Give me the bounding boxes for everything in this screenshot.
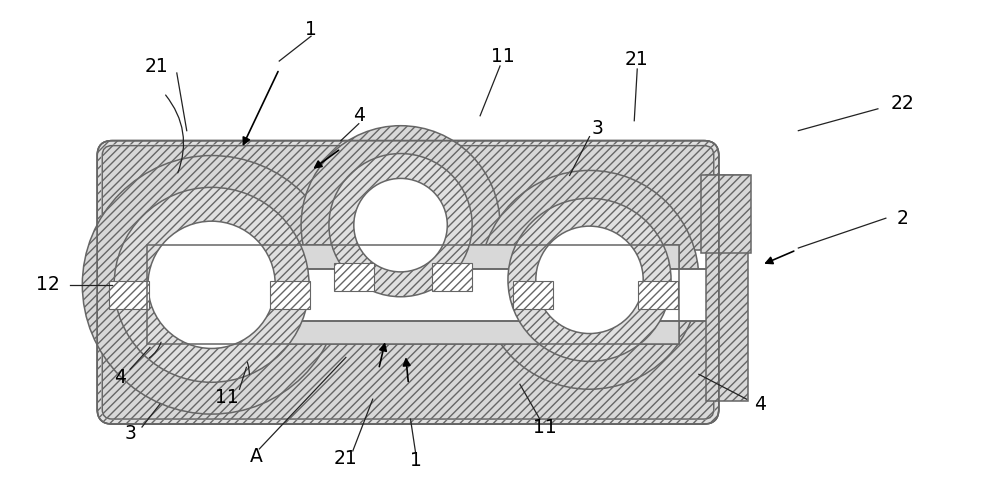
Circle shape	[536, 226, 643, 333]
FancyBboxPatch shape	[102, 319, 714, 419]
Bar	[236, 245, 590, 345]
Text: 1: 1	[305, 20, 317, 39]
FancyBboxPatch shape	[101, 144, 715, 420]
Bar	[513, 281, 553, 309]
Text: 22: 22	[891, 95, 915, 113]
Circle shape	[114, 187, 309, 382]
Bar	[109, 281, 149, 309]
Text: 21: 21	[334, 449, 358, 468]
Circle shape	[301, 126, 500, 324]
Bar	[638, 281, 678, 309]
Text: 12: 12	[36, 275, 59, 294]
Text: 4: 4	[353, 106, 365, 125]
Text: 11: 11	[215, 388, 238, 407]
Text: 1: 1	[410, 451, 421, 470]
Bar	[334, 263, 374, 291]
Text: A: A	[250, 447, 263, 466]
Bar	[147, 245, 679, 345]
Circle shape	[508, 198, 671, 361]
Bar	[624, 245, 679, 345]
Text: 21: 21	[145, 56, 169, 75]
Circle shape	[82, 155, 341, 414]
Bar	[147, 245, 202, 345]
Bar	[701, 176, 751, 253]
Text: 11: 11	[491, 47, 515, 65]
Text: 11: 11	[533, 417, 557, 437]
Bar	[706, 176, 748, 401]
Text: 3: 3	[124, 425, 136, 444]
Bar	[122, 269, 739, 320]
Circle shape	[148, 221, 275, 349]
Text: 4: 4	[755, 395, 767, 413]
Bar	[147, 245, 679, 345]
Circle shape	[480, 171, 699, 389]
Text: 21: 21	[624, 50, 648, 68]
Circle shape	[329, 153, 472, 297]
FancyBboxPatch shape	[102, 145, 714, 250]
Bar	[432, 263, 472, 291]
Text: 4: 4	[114, 368, 126, 387]
Bar	[270, 281, 310, 309]
Text: 3: 3	[592, 119, 603, 138]
FancyBboxPatch shape	[97, 141, 719, 424]
Circle shape	[354, 179, 447, 272]
Text: 2: 2	[897, 209, 909, 228]
